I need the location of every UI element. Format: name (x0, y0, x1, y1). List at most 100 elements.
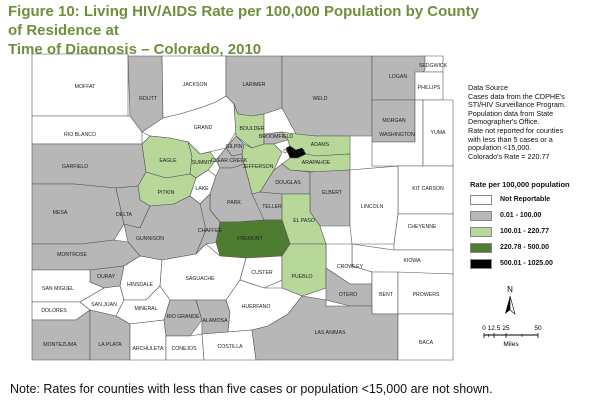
county-label-hinsdale: HINSDALE (127, 282, 153, 288)
county-label-garfield: GARFIELD (62, 164, 88, 170)
legend-swatch (470, 210, 492, 221)
scale-tick-label: 50 (534, 325, 542, 332)
county-pueblo (281, 243, 327, 297)
legend-item: 500.01 - 1025.00 (470, 257, 588, 270)
legend-swatch (470, 194, 492, 205)
scale-bar (483, 333, 539, 338)
county-label-adams: ADAMS (311, 142, 330, 148)
source-line: population <15,000. (468, 143, 532, 153)
legend-swatch (470, 258, 492, 269)
legend-swatch (470, 242, 492, 253)
county-label-eagle: EAGLE (159, 158, 177, 164)
county-label-weld: WELD (313, 96, 328, 102)
scale-tick-label: 0 (482, 325, 486, 332)
county-label-teller: TELLER (262, 204, 282, 210)
data-source-note: Data Source Cases data from the CDPHE's … (468, 83, 588, 161)
county-label-chaffee: CHAFFEE (198, 228, 223, 234)
county-label-summit: SUMMIT (192, 160, 213, 166)
county-elbert (309, 169, 351, 227)
county-label-dolores: DOLORES (41, 308, 67, 314)
county-rio-blanco (31, 115, 143, 145)
source-line: Population data from State (468, 108, 554, 118)
source-line: Rate not reported for counties (468, 125, 564, 135)
county-label-montezuma: MONTEZUMA (43, 342, 77, 348)
source-line: Data Source (468, 83, 508, 92)
source-line: Colorado's Rate = 220.77 (468, 151, 550, 161)
county-label-conejos: CONEJOS (171, 346, 197, 352)
county-label-saguache: SAGUACHE (185, 276, 215, 282)
footnote: Note: Rates for counties with less than … (10, 382, 493, 396)
county-label-delta: DELTA (116, 212, 132, 218)
scale-unit-label: Miles (503, 341, 519, 348)
county-label-ouray: OURAY (97, 274, 116, 280)
county-label-logan: LOGAN (389, 74, 407, 80)
county-label-prowers: PROWERS (413, 292, 440, 298)
county-broomfield (263, 131, 289, 145)
county-label-gunnison: GUNNISON (136, 236, 164, 242)
county-label-las-animas: LAS ANIMAS (315, 330, 346, 336)
legend-swatch (470, 226, 492, 237)
county-label-costilla: COSTILLA (217, 344, 243, 350)
county-label-pitkin: PITKIN (158, 190, 175, 196)
county-custer (239, 255, 283, 289)
county-label-morgan: MORGAN (382, 118, 406, 124)
source-line: STI/HIV Surveillance Program. (468, 100, 566, 110)
county-garfield (31, 143, 147, 189)
county-label-alamosa: ALAMOSA (202, 318, 228, 324)
county-label-jackson: JACKSON (183, 82, 208, 88)
county-baca (397, 313, 454, 361)
county-label-clear-creek: CLEAR CREEK (211, 158, 248, 164)
county-label-la-plata: LA PLATA (98, 342, 122, 348)
county-boulder (233, 103, 265, 149)
county-label-broomfield: BROOMFIELD (259, 134, 294, 140)
legend-item: 0.01 - 100.00 (470, 209, 588, 222)
legend-item: Not Reportable (470, 193, 588, 206)
county-alamosa (195, 299, 231, 335)
county-label-baca: BACA (419, 340, 434, 346)
county-label-mesa: MESA (53, 210, 68, 216)
scale-tick-label: 25 (502, 325, 510, 332)
legend-title: Rate per 100,000 population (470, 180, 570, 189)
source-line: Cases data from the CDPHE's (468, 91, 565, 101)
map-svg: SEDGWICK MOFFAT ROUTT JACKSON LARIMER WELD LOG… (31, 53, 454, 361)
county-cheyenne (393, 213, 454, 251)
county-lincoln (349, 165, 399, 245)
county-label-archuleta: ARCHULETA (132, 346, 164, 352)
map-legend: Rate per 100,000 population Not Reportab… (470, 180, 588, 273)
county-label-huerfano: HUERFANO (242, 304, 271, 310)
north-label: N (507, 285, 513, 294)
county-archuleta (129, 319, 167, 361)
county-label-routt: ROUTT (139, 96, 158, 102)
county-mesa (31, 183, 125, 245)
county-label-sedgwick: SEDGWICK (419, 63, 448, 69)
county-yuma (422, 99, 454, 167)
legend-label: Not Reportable (500, 196, 551, 203)
county-label-rio-grande: RIO GRANDE (167, 314, 200, 320)
county-label-denver: DENVER (283, 149, 305, 155)
scale-tick-label: 12.5 (488, 325, 501, 332)
county-label-elbert: ELBERT (322, 190, 343, 196)
county-label-rio-blanco: RIO BLANCO (64, 132, 96, 138)
county-label-phillips: PHILLIPS (418, 85, 441, 91)
county-label-fremont: FREMONT (237, 236, 263, 242)
county-label-mineral: MINERAL (134, 306, 157, 312)
county-eagle (141, 135, 193, 179)
county-label-bent: BENT (379, 292, 394, 298)
county-label-moffat: MOFFAT (75, 84, 96, 90)
county-label-douglas: DOUGLAS (275, 180, 301, 186)
county-label-jefferson: JEFFERSON (243, 164, 274, 170)
county-label-grand: GRAND (194, 125, 213, 131)
county-label-pueblo: PUEBLO (291, 274, 312, 280)
legend-label: 220.78 - 500.00 (500, 244, 550, 251)
county-label-el-paso: EL PASO (293, 218, 315, 224)
county-label-washington: WASHINGTON (379, 132, 415, 138)
county-label-san-miguel: SAN MIGUEL (42, 286, 74, 292)
county-label-yuma: YUMA (431, 130, 447, 136)
county-label-arapahoe: ARAPAHOE (302, 160, 331, 166)
source-line: with less than 5 cases or a (468, 134, 553, 144)
scale-svg: N 0 12.5 25 50 Miles (482, 285, 542, 348)
title-line-1: Figure 10: Living HIV/AIDS Rate per 100,… (8, 3, 479, 39)
county-label-lake: LAKE (195, 186, 209, 192)
county-label-larimer: LARIMER (242, 82, 265, 88)
county-label-custer: CUSTER (251, 270, 273, 276)
